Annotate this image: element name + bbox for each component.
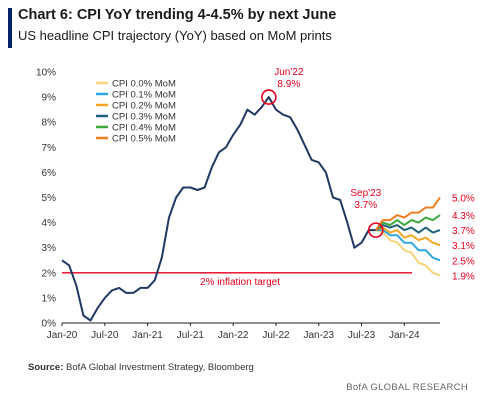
series-end-label: 3.1% <box>452 241 475 252</box>
x-tick-label: Jan-20 <box>47 330 78 341</box>
brand-credit: BofA GLOBAL RESEARCH <box>346 382 468 393</box>
annotation-circle <box>368 222 384 238</box>
y-tick-label: 6% <box>42 168 57 179</box>
chart-title: Chart 6: CPI YoY trending 4-4.5% by next… <box>18 7 337 23</box>
x-tick-label: Jul-22 <box>262 330 290 341</box>
annotation-circle <box>261 89 277 105</box>
annotation-label: Jun'22 <box>274 67 304 78</box>
legend-label: CPI 0.0% MoM <box>112 79 176 90</box>
x-tick-label: Jan-21 <box>132 330 163 341</box>
legend-label: CPI 0.4% MoM <box>112 123 176 134</box>
series-end-label: 5.0% <box>452 194 475 205</box>
y-tick-label: 9% <box>42 93 57 104</box>
title-accent-bar <box>8 8 12 48</box>
y-tick-label: 3% <box>42 243 57 254</box>
y-tick-label: 4% <box>42 218 57 229</box>
projection-series-line <box>375 226 441 247</box>
y-tick-label: 10% <box>36 68 56 79</box>
projection-series-line <box>375 229 441 277</box>
legend-label: CPI 0.5% MoM <box>112 134 176 145</box>
source-note: Source: BofA Global Investment Strategy,… <box>28 362 254 373</box>
projection-series-line <box>374 196 441 231</box>
legend-label: CPI 0.2% MoM <box>112 101 176 112</box>
x-tick-label: Jan-24 <box>389 330 420 341</box>
y-tick-label: 0% <box>42 319 57 330</box>
x-tick-label: Jan-22 <box>218 330 249 341</box>
history-series-line <box>61 96 376 322</box>
projection-series-line <box>375 224 441 234</box>
legend-label: CPI 0.3% MoM <box>112 112 176 123</box>
x-tick-label: Jul-21 <box>177 330 205 341</box>
y-tick-label: 1% <box>42 293 57 304</box>
y-tick-label: 8% <box>42 118 57 129</box>
cpi-line-chart: 0% 1% 2% 3% 4% 5% 6% 7% 8% 9% 10% Jan-20 Jul-20 Jan-2… <box>36 67 475 341</box>
projection-series-line <box>375 229 441 262</box>
projection-series-line <box>375 214 441 231</box>
y-tick-label: 5% <box>42 193 57 204</box>
series-end-label: 3.7% <box>452 226 475 237</box>
target-line-label: 2% inflation target <box>200 277 280 288</box>
y-tick-label: 2% <box>42 268 57 279</box>
series-end-label: 1.9% <box>452 271 475 282</box>
annotation-label: 8.9% <box>277 79 300 90</box>
y-tick-label: 7% <box>42 143 57 154</box>
series-end-label: 4.3% <box>452 211 475 222</box>
chart-subtitle: US headline CPI trajectory (YoY) based o… <box>18 28 332 43</box>
x-tick-label: Jul-20 <box>91 330 119 341</box>
source-text: BofA Global Investment Strategy, Bloombe… <box>66 362 254 373</box>
legend-label: CPI 0.1% MoM <box>112 90 176 101</box>
annotation-label: 3.7% <box>354 200 377 211</box>
x-tick-label: Jul-23 <box>348 330 376 341</box>
annotation-label: Sep'23 <box>350 188 381 199</box>
x-tick-label: Jan-23 <box>303 330 334 341</box>
source-label: Source: <box>28 362 64 373</box>
series-end-label: 2.5% <box>452 256 475 267</box>
